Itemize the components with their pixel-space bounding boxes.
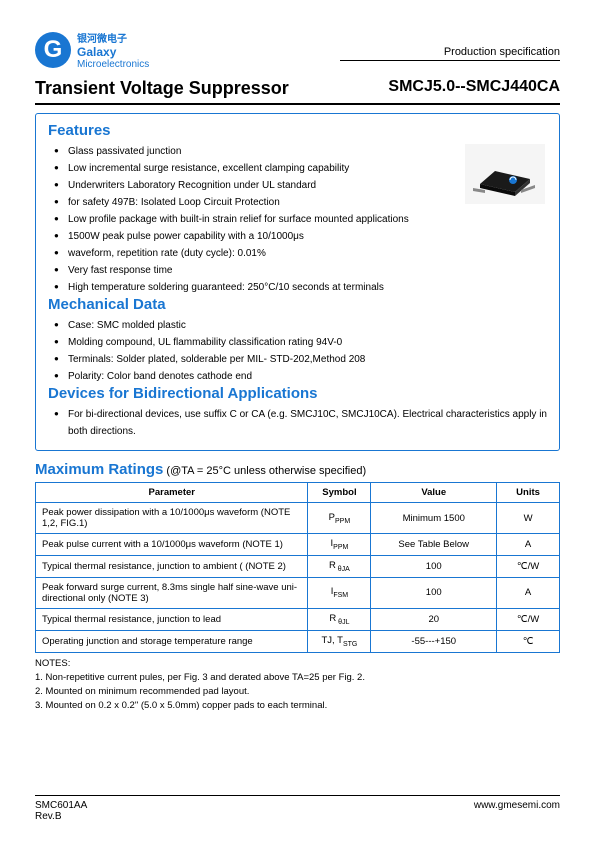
table-row: Typical thermal resistance, junction to … — [36, 555, 560, 577]
list-item: Low incremental surge resistance, excell… — [54, 160, 547, 177]
cell-parameter: Typical thermal resistance, junction to … — [36, 555, 308, 577]
logo-mark: G — [35, 32, 71, 68]
logo-en1: Galaxy — [77, 45, 149, 59]
logo-cn: 银河微电子 — [77, 30, 149, 45]
part-range: SMCJ5.0--SMCJ440CA — [388, 78, 560, 99]
col-symbol: Symbol — [308, 483, 371, 503]
col-parameter: Parameter — [36, 483, 308, 503]
cell-units: ℃ — [497, 630, 560, 652]
list-item: Glass passivated junction — [54, 143, 547, 160]
list-item: Polarity: Color band denotes cathode end — [54, 368, 547, 385]
cell-units: W — [497, 503, 560, 534]
page-footer: SMC601AA Rev.B www.gmesemi.com — [35, 795, 560, 822]
cell-units: A — [497, 577, 560, 608]
production-spec-label: Production specification — [340, 46, 560, 61]
ratings-table: Parameter Symbol Value Units Peak power … — [35, 482, 560, 653]
list-item: Very fast response time — [54, 262, 547, 279]
cell-parameter: Peak pulse current with a 10/1000μs wave… — [36, 534, 308, 556]
list-item: High temperature soldering guaranteed: 2… — [54, 279, 547, 296]
note-item: 3. Mounted on 0.2 x 0.2" (5.0 x 5.0mm) c… — [35, 699, 560, 713]
cell-units: ℃/W — [497, 555, 560, 577]
cell-symbol: R θJL — [308, 608, 371, 630]
logo: G 银河微电子 Galaxy Microelectronics — [35, 30, 149, 70]
cell-value: 20 — [371, 608, 497, 630]
cell-symbol: PPPM — [308, 503, 371, 534]
page-header: G 银河微电子 Galaxy Microelectronics Producti… — [35, 30, 560, 70]
notes-heading: NOTES: — [35, 657, 560, 671]
bidi-heading: Devices for Bidirectional Applications — [48, 385, 547, 402]
list-item: 1500W peak pulse power capability with a… — [54, 228, 547, 245]
table-row: Typical thermal resistance, junction to … — [36, 608, 560, 630]
ratings-heading-text: Maximum Ratings — [35, 461, 163, 478]
cell-symbol: R θJA — [308, 555, 371, 577]
bidi-text: For bi-directional devices, use suffix C… — [54, 406, 547, 440]
footer-url: www.gmesemi.com — [474, 800, 560, 822]
footer-doc-id: SMC601AA — [35, 800, 87, 811]
note-item: 2. Mounted on minimum recommended pad la… — [35, 685, 560, 699]
note-item: 1. Non-repetitive current pules, per Fig… — [35, 671, 560, 685]
footer-left: SMC601AA Rev.B — [35, 800, 87, 822]
ratings-heading: Maximum Ratings (@TA = 25°C unless other… — [35, 461, 560, 478]
list-item: Molding compound, UL flammability classi… — [54, 334, 547, 351]
table-row: Peak pulse current with a 10/1000μs wave… — [36, 534, 560, 556]
cell-value: -55---+150 — [371, 630, 497, 652]
features-heading: Features — [48, 122, 547, 139]
cell-symbol: IFSM — [308, 577, 371, 608]
list-item: Terminals: Solder plated, solderable per… — [54, 351, 547, 368]
list-item: for safety 497B: Isolated Loop Circuit P… — [54, 194, 547, 211]
cell-parameter: Peak forward surge current, 8.3ms single… — [36, 577, 308, 608]
table-row: Peak forward surge current, 8.3ms single… — [36, 577, 560, 608]
cell-units: A — [497, 534, 560, 556]
cell-value: Minimum 1500 — [371, 503, 497, 534]
footer-revision: Rev.B — [35, 811, 87, 822]
cell-value: 100 — [371, 555, 497, 577]
cell-symbol: TJ, TSTG — [308, 630, 371, 652]
list-item: Low profile package with built-in strain… — [54, 211, 547, 228]
cell-symbol: IPPM — [308, 534, 371, 556]
ratings-condition: (@TA = 25°C unless otherwise specified) — [163, 465, 366, 477]
title-row: Transient Voltage Suppressor SMCJ5.0--SM… — [35, 78, 560, 105]
cell-value: 100 — [371, 577, 497, 608]
features-box: Features Glass passivated junctionLow in… — [35, 113, 560, 451]
list-item: waveform, repetition rate (duty cycle): … — [54, 245, 547, 262]
logo-text: 银河微电子 Galaxy Microelectronics — [77, 30, 149, 70]
cell-parameter: Peak power dissipation with a 10/1000μs … — [36, 503, 308, 534]
table-row: Peak power dissipation with a 10/1000μs … — [36, 503, 560, 534]
mechanical-heading: Mechanical Data — [48, 296, 547, 313]
table-row: Operating junction and storage temperatu… — [36, 630, 560, 652]
col-units: Units — [497, 483, 560, 503]
table-header-row: Parameter Symbol Value Units — [36, 483, 560, 503]
list-item: Underwriters Laboratory Recognition unde… — [54, 177, 547, 194]
doc-title: Transient Voltage Suppressor — [35, 78, 289, 99]
notes-section: NOTES: 1. Non-repetitive current pules, … — [35, 657, 560, 714]
cell-parameter: Operating junction and storage temperatu… — [36, 630, 308, 652]
bidi-list: For bi-directional devices, use suffix C… — [48, 406, 547, 440]
mechanical-list: Case: SMC molded plasticMolding compound… — [48, 317, 547, 385]
list-item: Case: SMC molded plastic — [54, 317, 547, 334]
cell-value: See Table Below — [371, 534, 497, 556]
col-value: Value — [371, 483, 497, 503]
logo-en2: Microelectronics — [77, 59, 149, 70]
cell-units: ℃/W — [497, 608, 560, 630]
features-list: Glass passivated junctionLow incremental… — [48, 143, 547, 296]
cell-parameter: Typical thermal resistance, junction to … — [36, 608, 308, 630]
